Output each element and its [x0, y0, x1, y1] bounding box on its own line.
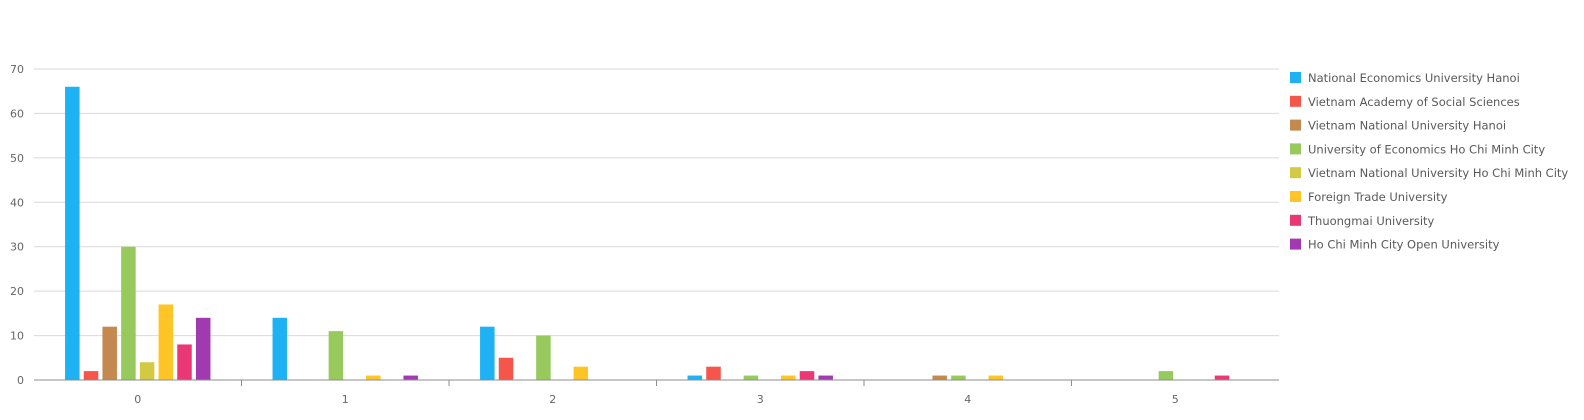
legend-label: Vietnam National University Hanoi	[1308, 119, 1506, 133]
legend-label: Thuongmai University	[1307, 214, 1435, 228]
bar	[781, 375, 796, 380]
bar	[799, 371, 815, 380]
legend-swatch	[1290, 214, 1301, 226]
bars	[65, 86, 1230, 381]
y-tick-label: 60	[10, 107, 24, 120]
y-tick-label: 30	[10, 241, 24, 254]
legend-swatch	[1290, 238, 1301, 250]
bar	[83, 371, 99, 380]
legend-swatch	[1290, 72, 1301, 83]
bar	[536, 335, 551, 380]
bar	[366, 375, 381, 380]
bar	[573, 366, 589, 380]
bar	[818, 375, 833, 380]
bar	[65, 86, 80, 381]
legend-swatch	[1290, 167, 1301, 179]
bar	[743, 375, 759, 380]
bar	[272, 317, 288, 380]
x-tick-label: 4	[964, 393, 971, 406]
x-tick-label: 5	[1172, 393, 1179, 406]
legend-label: Ho Chi Minh City Open University	[1308, 238, 1500, 252]
y-tick-label: 50	[10, 152, 24, 165]
bar	[121, 246, 136, 380]
bar	[480, 326, 495, 380]
legend-swatch	[1290, 191, 1301, 202]
bar	[102, 326, 117, 380]
legend-label: Foreign Trade University	[1308, 190, 1448, 204]
legend-label: Vietnam Academy of Social Sciences	[1308, 95, 1520, 109]
bar	[498, 357, 514, 380]
x-tick-label: 1	[342, 393, 349, 406]
bar	[195, 317, 211, 380]
gridlines	[34, 68, 1279, 337]
y-tick-label: 20	[10, 285, 24, 298]
bar	[951, 375, 966, 380]
legend-label: Vietnam National University Ho Chi Minh …	[1308, 166, 1568, 180]
bar	[932, 375, 947, 380]
bar	[328, 331, 344, 380]
legend-swatch	[1290, 143, 1301, 155]
x-tick-label: 2	[549, 393, 556, 406]
bar	[139, 362, 155, 380]
y-tick-label: 70	[10, 63, 24, 76]
y-tick-label: 10	[10, 330, 24, 343]
legend-label: University of Economics Ho Chi Minh City	[1308, 142, 1545, 156]
legend-swatch	[1290, 95, 1301, 107]
legend-label: National Economics University Hanoi	[1308, 71, 1520, 85]
legend: National Economics University Hanoi Vietn…	[1290, 71, 1568, 252]
x-axis: 0 1 2 3 4 5	[34, 379, 1279, 406]
bar	[1214, 375, 1230, 380]
bar	[403, 375, 418, 380]
x-tick-label: 0	[134, 393, 141, 406]
y-axis: 0 10 20 30 40 50 60 70	[10, 63, 24, 387]
bar	[177, 344, 192, 380]
bar	[687, 375, 703, 380]
y-tick-label: 0	[17, 374, 24, 387]
bar	[706, 366, 721, 380]
bar	[1158, 371, 1174, 380]
bar	[158, 304, 174, 380]
legend-swatch	[1290, 119, 1301, 131]
x-tick-label: 3	[757, 393, 764, 406]
y-tick-label: 40	[10, 196, 24, 209]
bar	[988, 375, 1004, 380]
